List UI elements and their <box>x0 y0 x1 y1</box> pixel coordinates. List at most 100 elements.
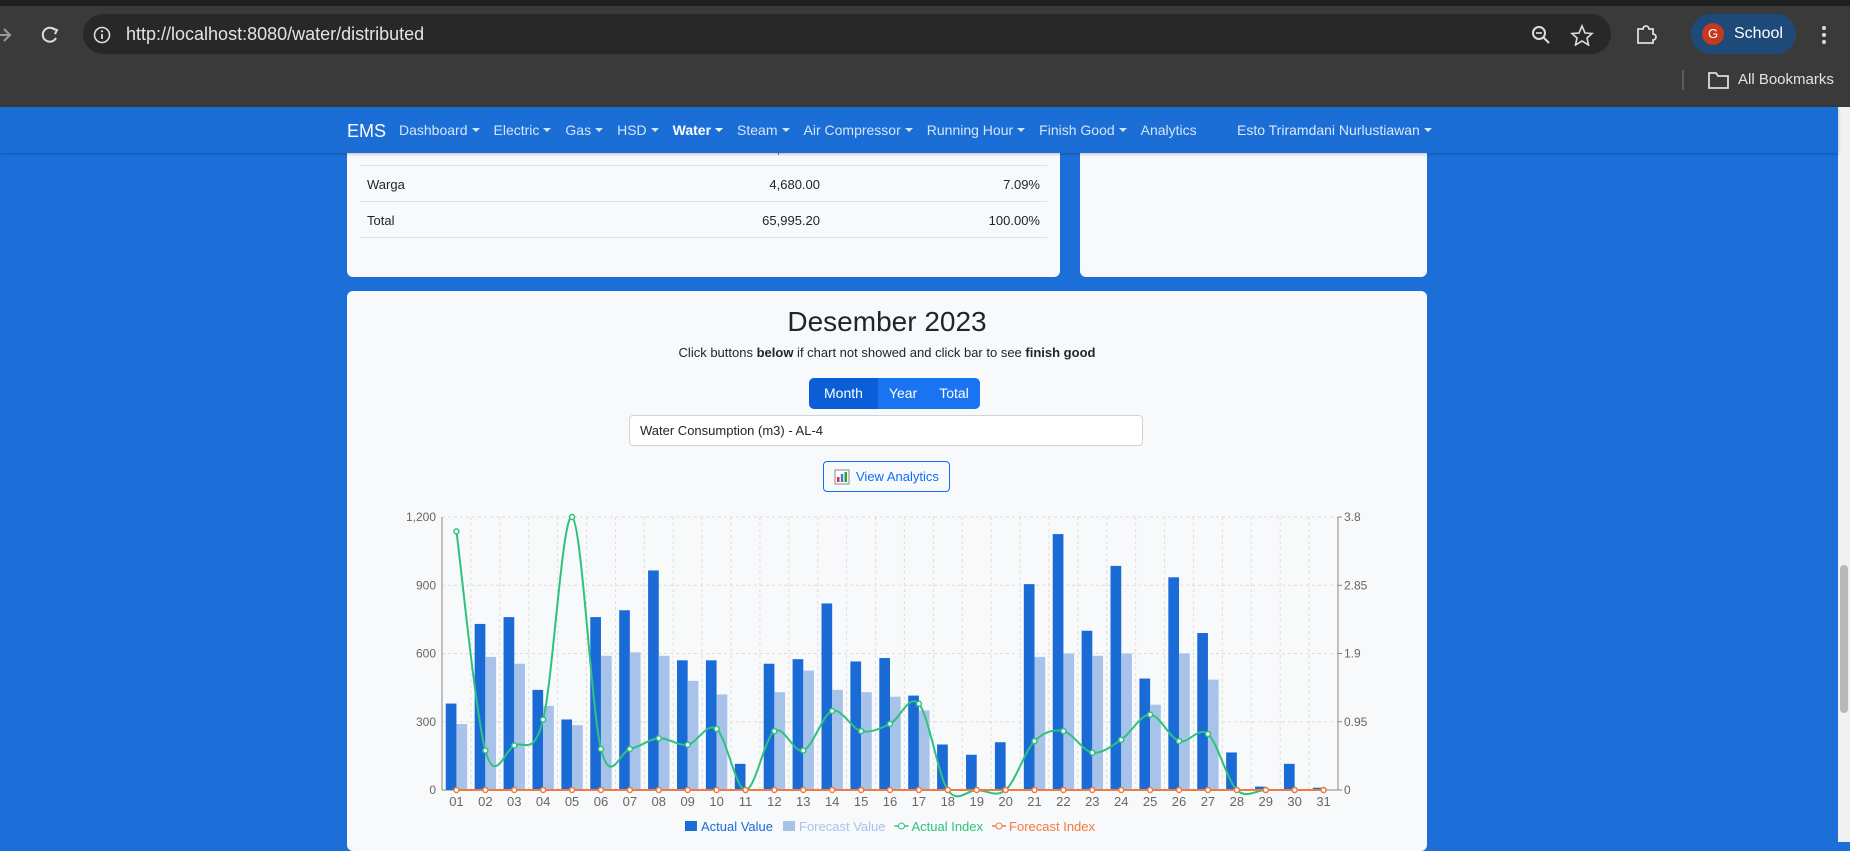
bar <box>1255 786 1266 790</box>
bar <box>503 617 515 790</box>
year-button[interactable]: Year <box>877 378 929 409</box>
bookmarks[interactable]: All Bookmarks <box>1738 71 1834 88</box>
bar <box>676 660 688 790</box>
point <box>453 786 460 794</box>
point <box>1031 786 1038 794</box>
bar <box>1226 752 1237 790</box>
legend-marker <box>995 822 1003 830</box>
text: if chart not showed and click bar to see <box>793 345 1026 360</box>
total-button[interactable]: Total <box>928 378 980 409</box>
bar <box>908 695 919 790</box>
y2-tick-label: 0.95 <box>1344 715 1368 729</box>
nav-items: Dashboard Electric Gas HSD Water Steam Air Com… <box>399 122 1197 138</box>
x-tick-label: 18 <box>941 794 955 809</box>
point <box>539 716 547 723</box>
x-tick-label: 30 <box>1287 794 1301 809</box>
point <box>511 742 518 749</box>
nav-item[interactable]: Gas <box>565 122 603 138</box>
bar <box>543 705 554 790</box>
point <box>1291 786 1298 794</box>
month-button[interactable]: Month <box>809 378 878 409</box>
point <box>800 747 807 754</box>
x-tick-label: 03 <box>507 794 521 809</box>
legend-label: Actual Index <box>911 819 983 834</box>
bar <box>572 725 583 790</box>
bar <box>937 744 948 790</box>
y-tick-label: 0 <box>429 783 436 797</box>
x-tick-label: 16 <box>883 794 897 809</box>
bar <box>648 570 659 790</box>
y2-tick-label: 3.8 <box>1344 510 1361 524</box>
bar <box>590 617 601 790</box>
menu-icon[interactable] <box>1818 24 1830 46</box>
point <box>568 786 576 794</box>
nav-item[interactable]: Steam <box>737 122 789 138</box>
x-tick-label: 22 <box>1056 794 1070 809</box>
point <box>568 513 576 521</box>
bar <box>600 655 612 790</box>
bar <box>734 763 746 790</box>
address-bar[interactable] <box>83 14 1611 54</box>
x-tick-label: 31 <box>1316 794 1330 809</box>
brand[interactable]: EMS <box>347 121 387 141</box>
point <box>1089 749 1096 756</box>
x-tick-label: 23 <box>1085 794 1099 809</box>
legend-marker <box>684 821 697 831</box>
nav-item[interactable]: Air Compressor <box>804 122 913 138</box>
nav-icons <box>0 26 59 43</box>
nav-item[interactable]: Dashboard <box>399 122 480 138</box>
bar <box>792 659 804 790</box>
point <box>1089 786 1096 794</box>
point <box>626 745 634 753</box>
nav-item[interactable]: Analytics <box>1140 122 1197 138</box>
nav-item[interactable]: Running Hour <box>927 122 1025 138</box>
point <box>944 786 952 794</box>
point <box>1175 786 1183 794</box>
nav-item[interactable]: Finish Good <box>1039 122 1126 138</box>
point <box>626 786 634 794</box>
legend-label: Forecast Value <box>799 819 885 834</box>
info-icon[interactable] <box>92 25 112 45</box>
text: Click buttons <box>678 345 757 360</box>
x-tick-label: 17 <box>912 794 926 809</box>
select[interactable]: Water Consumption (m3) - AL-4 <box>629 415 1143 446</box>
legend-marker <box>783 821 796 831</box>
point <box>684 786 691 794</box>
bar <box>1110 565 1122 790</box>
bar <box>890 696 901 790</box>
x-tick-label: 05 <box>565 794 579 809</box>
bar <box>879 658 890 790</box>
x-tick-label: 04 <box>536 794 550 809</box>
point <box>1320 786 1327 794</box>
omnibox-icons[interactable] <box>1530 24 1600 46</box>
bar <box>1168 577 1180 790</box>
bar <box>763 663 775 790</box>
nav-item[interactable]: HSD <box>617 122 659 138</box>
bar <box>629 652 641 790</box>
extensions-icon[interactable] <box>1634 22 1658 46</box>
cell: 100.00% <box>988 213 1040 228</box>
point <box>771 727 778 735</box>
scrollbar <box>1838 107 1850 842</box>
y-tick-label: 1,200 <box>406 510 436 524</box>
x-tick-label: 01 <box>449 794 463 809</box>
bar <box>803 670 814 790</box>
bar <box>994 742 1006 790</box>
text: below <box>756 345 794 360</box>
bar <box>832 689 843 790</box>
scroll-thumb[interactable] <box>1840 565 1848 713</box>
x-tick-label: 11 <box>739 794 753 809</box>
nav-item[interactable]: Electric <box>494 122 552 138</box>
y-tick-label: 300 <box>416 715 436 729</box>
table-row: Warga 4,680.00 7.09% <box>360 166 1047 202</box>
panel-subtitle: Click buttons below if chart not showed … <box>347 345 1427 360</box>
nav-item[interactable]: Water <box>673 122 723 138</box>
point <box>828 707 836 715</box>
text: finish good <box>1025 345 1096 360</box>
point <box>655 735 663 742</box>
bar <box>861 692 872 790</box>
x-tick-label: 07 <box>623 794 637 809</box>
url: http://localhost:8080/water/distributed <box>126 24 425 44</box>
view-analytics-button[interactable]: View Analytics <box>823 461 950 492</box>
user-menu[interactable]: Esto Triramdani Nurlustiawan <box>1237 122 1432 138</box>
